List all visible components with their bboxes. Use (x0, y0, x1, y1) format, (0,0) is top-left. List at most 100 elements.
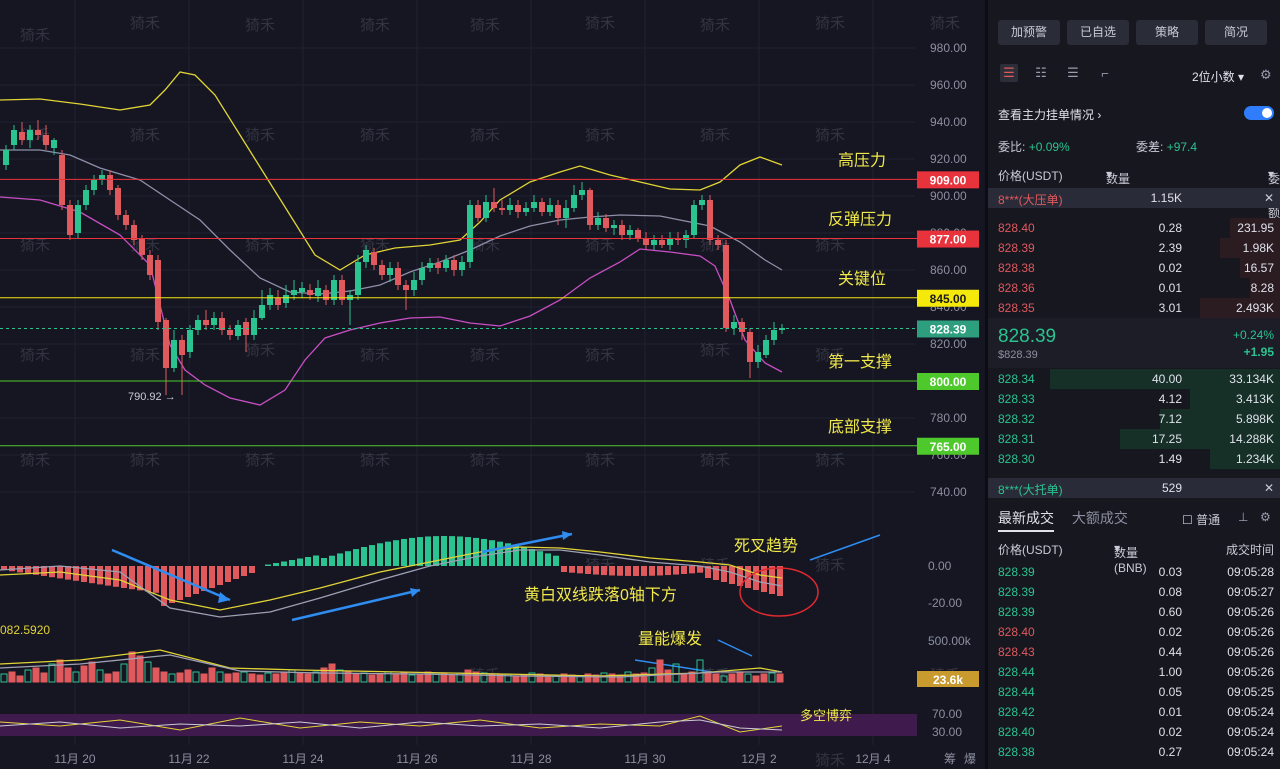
macd-bar (497, 541, 503, 566)
tab-large-trades[interactable]: 大额成交 (1071, 510, 1128, 526)
trade-row[interactable]: 828.39 0.60 09:05:26 (988, 602, 1280, 622)
watermark: 猗禾 (470, 347, 500, 364)
bid-row[interactable]: 828.31 17.25 14.288K (988, 429, 1280, 449)
normal-filter[interactable]: ☐ 普通 (1182, 511, 1220, 528)
order-panel: 加预警 已自选 策略 简况 ☰ ☷ ☰ ⌐ 2位小数 ▾ ⚙ 查看主力挂单情况 … (988, 0, 1280, 769)
macd-axis-label: -20.00 (928, 596, 962, 610)
strategy-button[interactable]: 策略 (1136, 20, 1198, 45)
qty-header[interactable]: 数量 (BNB) ▾ (1106, 167, 1139, 201)
candle-body (123, 215, 129, 225)
macd-bar (457, 536, 463, 566)
ask-row[interactable]: 828.36 0.01 8.28 (988, 278, 1280, 298)
watermark: 猗禾 (245, 127, 275, 144)
macd-bar (689, 566, 695, 574)
add-alert-button[interactable]: 加预警 (998, 20, 1060, 45)
close-icon[interactable]: ✕ (1263, 191, 1274, 205)
trade-row[interactable]: 828.39 0.08 09:05:27 (988, 582, 1280, 602)
ask-row[interactable]: 828.35 3.01 2.493K (988, 298, 1280, 318)
candle-body (579, 190, 585, 195)
watermark: 猗禾 (130, 15, 160, 32)
close-icon[interactable]: ✕ (1263, 481, 1274, 495)
trade-row[interactable]: 828.42 0.01 09:05:24 (988, 702, 1280, 722)
row-total: 09:05:26 (1227, 645, 1274, 659)
orderbook-asks-icon[interactable]: ☰ (1067, 65, 1079, 80)
orderbook-trades-icon[interactable]: ⌐ (1101, 65, 1109, 81)
macd-bar (97, 566, 103, 585)
trade-row[interactable]: 828.44 0.05 09:05:25 (988, 682, 1280, 702)
macd-bar (145, 566, 151, 592)
tab-latest-trades[interactable]: 最新成交 (998, 510, 1054, 526)
chart-canvas[interactable]: 980.00960.00940.00920.00900.00880.00860.… (0, 0, 985, 769)
macd-bar (425, 536, 431, 566)
row-total: 09:05:26 (1227, 665, 1274, 679)
main-orders-link[interactable]: 查看主力挂单情况 › (998, 108, 1102, 122)
volume-bar (280, 671, 288, 683)
trade-qty-header[interactable]: 数量(BNB) ▾ (1114, 541, 1147, 575)
candle-body (195, 320, 201, 330)
osc-line2 (0, 719, 783, 731)
trade-row[interactable]: 828.40 0.02 09:05:24 (988, 722, 1280, 742)
ask-row[interactable]: 828.40 0.28 231.95 (988, 218, 1280, 238)
macd-bar (225, 566, 231, 582)
row-price: 828.39 (998, 241, 1035, 255)
bid-row[interactable]: 828.30 1.49 1.234K (988, 449, 1280, 469)
big-bid-row[interactable]: 8***(大托单) 529 ✕ (988, 478, 1280, 498)
trade-row[interactable]: 828.40 0.02 09:05:26 (988, 622, 1280, 642)
trade-row[interactable]: 828.39 0.03 09:05:28 (988, 562, 1280, 582)
macd-bar (369, 545, 375, 566)
settings-icon[interactable]: ⚙ (1260, 510, 1271, 524)
macd-bar (249, 566, 255, 573)
orderbook-header: 价格(USDT) 数量 (BNB) ▾ 委托额 ▾ (988, 164, 1280, 220)
big-ask-bar (988, 188, 1280, 208)
low-marker: 790.92 → (128, 391, 176, 403)
orderbook-bids-icon[interactable]: ☷ (1035, 65, 1047, 80)
volume-bar (752, 675, 760, 683)
volume-bar (736, 671, 744, 683)
candle-body (651, 240, 657, 245)
volume-ma (0, 649, 783, 677)
panel-divider[interactable] (985, 0, 988, 769)
price-tag (917, 373, 979, 390)
total-header[interactable]: 委托额 ▾ (1267, 167, 1280, 220)
checkbox-icon[interactable]: ☐ (1182, 513, 1193, 527)
ask-row[interactable]: 828.39 2.39 1.98K (988, 238, 1280, 258)
volume-axis-label: 500.00k (928, 634, 972, 648)
main-orders-toggle[interactable] (1244, 106, 1274, 120)
volume-bar (664, 669, 672, 683)
price-header: 价格(USDT) (998, 169, 1063, 183)
bid-row[interactable]: 828.32 7.12 5.898K (988, 409, 1280, 429)
big-ask-row[interactable]: 8***(大压单) 1.15K ✕ (988, 188, 1280, 208)
decimals-select[interactable]: 2位小数 ▾ (1192, 68, 1244, 85)
trade-row[interactable]: 828.38 0.27 09:05:24 (988, 742, 1280, 762)
ask-row[interactable]: 828.38 0.02 16.57 (988, 258, 1280, 278)
candle-body (371, 252, 377, 265)
y-axis-label: 860.00 (930, 263, 967, 277)
candle-body (627, 230, 633, 235)
volume-bar (112, 671, 120, 683)
trade-row[interactable]: 828.44 1.00 09:05:26 (988, 662, 1280, 682)
macd-bar (473, 537, 479, 566)
macd-bar (289, 560, 295, 566)
macd-bar (657, 566, 663, 576)
price-chart[interactable]: 980.00960.00940.00920.00900.00880.00860.… (0, 0, 985, 769)
y-axis-label: 820.00 (930, 337, 967, 351)
arrow (717, 639, 753, 657)
candle-body (683, 235, 689, 240)
overview-button[interactable]: 简况 (1205, 20, 1267, 45)
watermark: 猗禾 (470, 237, 500, 254)
candle-body (547, 205, 553, 212)
watchlist-button[interactable]: 已自选 (1067, 20, 1129, 45)
bid-row[interactable]: 828.33 4.12 3.413K (988, 389, 1280, 409)
y-axis-label: 900.00 (930, 189, 967, 203)
candle-body (611, 225, 617, 228)
gear-icon[interactable]: ⚙ (1260, 67, 1272, 82)
trade-row[interactable]: 828.43 0.44 09:05:26 (988, 642, 1280, 662)
volume-bar (192, 671, 200, 683)
orderbook-both-icon[interactable]: ☰ (1000, 64, 1018, 82)
bid-row[interactable]: 828.34 40.00 33.134K (988, 369, 1280, 389)
watermark: 猗禾 (360, 127, 390, 144)
watermark: 猗禾 (815, 127, 845, 144)
volume-bar (776, 673, 784, 683)
row-total: 1.234K (1235, 452, 1274, 466)
filter-icon[interactable]: ⊥ (1238, 510, 1249, 524)
